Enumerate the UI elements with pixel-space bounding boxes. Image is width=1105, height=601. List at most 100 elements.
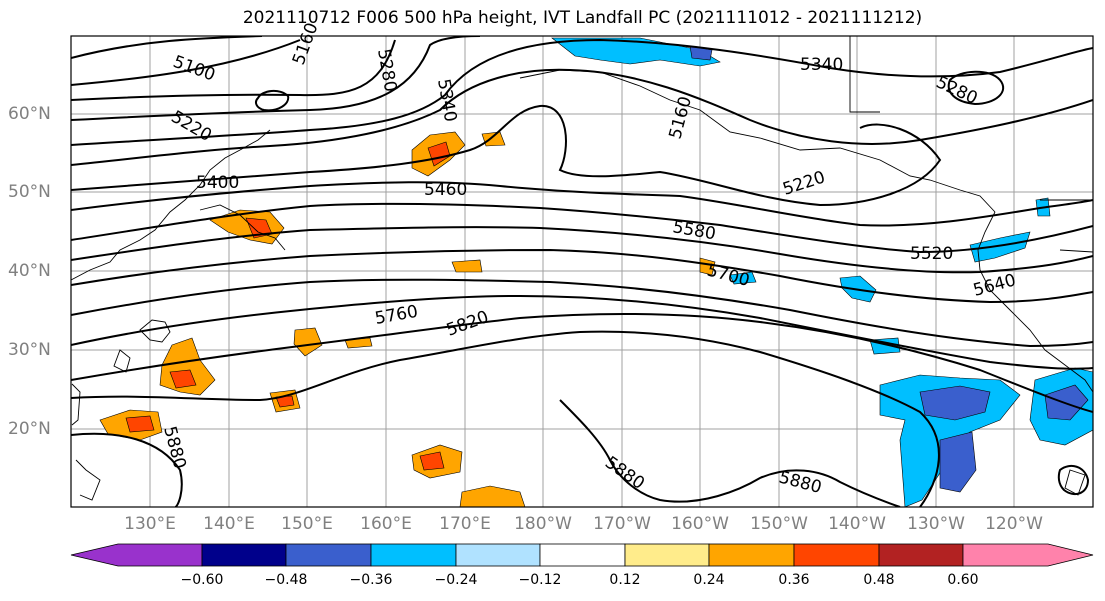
contour-label: 5100 xyxy=(170,52,217,86)
coastline xyxy=(71,129,271,281)
shade-blob xyxy=(169,369,197,389)
contour xyxy=(559,399,901,507)
colorbar-cell xyxy=(201,543,287,567)
lon-label: 150°W xyxy=(750,514,808,534)
lon-label: 170°W xyxy=(593,514,651,534)
coastline xyxy=(199,204,286,251)
contour-label: 5880 xyxy=(601,453,648,494)
contour-label: 5400 xyxy=(196,173,239,193)
map-title: 2021110712 F006 500 hPa height, IVT Land… xyxy=(242,8,923,28)
contour xyxy=(71,248,1093,304)
contour xyxy=(71,36,263,59)
contour-label: 5760 xyxy=(373,302,419,329)
height-contours xyxy=(71,36,1093,507)
contour xyxy=(255,90,290,112)
contour xyxy=(71,38,1093,146)
colorbar-label: −0.36 xyxy=(349,572,393,588)
contour-label: 5640 xyxy=(971,270,1018,301)
ivt-shading xyxy=(99,37,1093,507)
contour xyxy=(71,330,940,507)
coastline xyxy=(849,36,880,113)
contour xyxy=(71,278,1093,348)
contour xyxy=(71,36,481,121)
shade-blob xyxy=(919,385,991,421)
lat-label: 50°N xyxy=(8,182,51,202)
colorbar-label: 0.48 xyxy=(863,572,895,588)
lon-label: 160°E xyxy=(360,514,412,534)
contour xyxy=(71,39,301,86)
contour xyxy=(71,432,183,507)
colorbar-cell xyxy=(370,543,457,567)
coastlines xyxy=(71,36,1093,501)
shade-blob xyxy=(419,451,445,471)
contour-label: 5220 xyxy=(780,167,827,199)
shade-blob xyxy=(699,257,716,276)
coastline xyxy=(139,319,171,343)
coastline xyxy=(977,211,1093,393)
shade-blob xyxy=(451,259,483,273)
lon-label: 170°E xyxy=(439,514,491,534)
contour-label: 5280 xyxy=(373,47,400,93)
coastline xyxy=(113,349,131,373)
contour xyxy=(71,181,1093,227)
coastline xyxy=(71,383,81,426)
colorbar xyxy=(70,543,1094,567)
contour xyxy=(71,202,1093,254)
shade-blob xyxy=(939,431,977,493)
shade-blob xyxy=(729,271,757,285)
lon-label: 120°W xyxy=(985,514,1043,534)
contour-label: 5160 xyxy=(289,20,323,67)
colorbar-label: −0.12 xyxy=(518,572,562,588)
contour-label: 5460 xyxy=(424,180,467,200)
lon-label: 150°E xyxy=(281,514,333,534)
colorbar-label: −0.60 xyxy=(180,572,224,588)
lat-label: 20°N xyxy=(8,419,51,439)
contour xyxy=(71,226,1093,274)
lat-label: 60°N xyxy=(8,104,51,124)
contour-label: 5820 xyxy=(444,307,491,341)
colorbar-label: −0.24 xyxy=(434,572,478,588)
lat-label: 40°N xyxy=(8,261,51,281)
contour xyxy=(1057,464,1090,496)
colorbar-label: −0.48 xyxy=(264,572,308,588)
coastline xyxy=(1059,249,1093,253)
lon-label: 140°W xyxy=(828,514,886,534)
contour xyxy=(947,70,1005,106)
lon-label: 140°E xyxy=(203,514,255,534)
lon-label: 130°E xyxy=(124,514,176,534)
contour-label: 5160 xyxy=(666,94,697,141)
contour-label: 5880 xyxy=(159,424,190,471)
colorbar-label: 0.60 xyxy=(947,572,979,588)
contour xyxy=(71,39,396,101)
colorbar-cell xyxy=(285,543,372,567)
colorbar-cell xyxy=(624,543,710,567)
shade-blob xyxy=(459,485,526,507)
colorbar-cell xyxy=(539,543,626,567)
contour-label: 5280 xyxy=(933,72,981,108)
colorbar-cell xyxy=(455,543,541,567)
lon-label: 160°W xyxy=(671,514,729,534)
coastline xyxy=(1064,469,1086,496)
contour-label: 5580 xyxy=(671,217,717,244)
colorbar-cell xyxy=(70,543,203,567)
coastline xyxy=(75,459,101,501)
shade-blob xyxy=(125,415,155,433)
contour-label-group: 5100 5160 5280 5340 5220 5400 5460 5340 … xyxy=(159,20,1018,498)
lat-label: 30°N xyxy=(8,340,51,360)
contour xyxy=(71,312,1093,413)
contour-label: 5520 xyxy=(910,244,953,264)
lon-label: 180°W xyxy=(514,514,572,534)
colorbar-cell xyxy=(878,543,964,567)
map-frame xyxy=(70,35,1094,508)
contour-label: 5340 xyxy=(433,77,460,123)
colorbar-cell xyxy=(962,543,1094,567)
colorbar-label: 0.12 xyxy=(609,572,641,588)
contour xyxy=(71,104,942,207)
colorbar-cell xyxy=(708,543,795,567)
colorbar-cell xyxy=(793,543,880,567)
lon-label: 130°W xyxy=(907,514,965,534)
shade-blob xyxy=(481,131,506,147)
contour xyxy=(71,294,1093,370)
shade-blob xyxy=(969,231,1031,263)
